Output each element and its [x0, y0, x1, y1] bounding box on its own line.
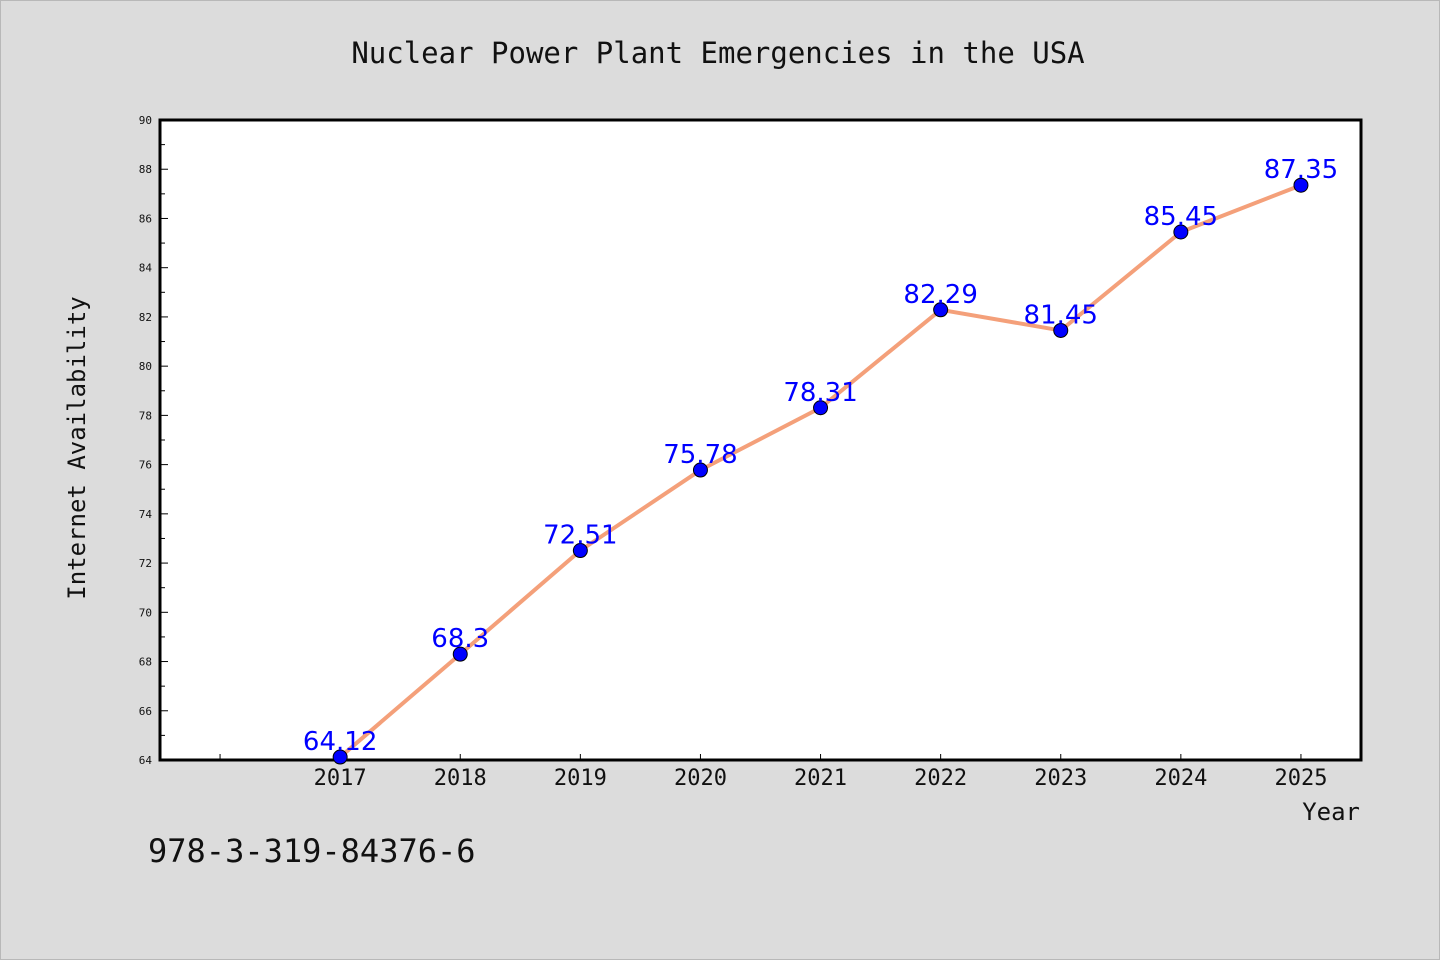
y-tick-label: 74: [139, 508, 153, 521]
x-tick-label: 2021: [794, 766, 847, 791]
y-tick-label: 88: [139, 163, 152, 176]
data-label: 87.35: [1264, 155, 1338, 185]
chart-title: Nuclear Power Plant Emergencies in the U…: [351, 36, 1084, 70]
data-point: [933, 302, 949, 318]
data-label: 81.45: [1024, 300, 1098, 330]
data-point: [452, 646, 468, 662]
data-label: 75.78: [663, 440, 737, 470]
x-axis-ticks: 2017 2018 2019 2020 2021 2022 2023 2024 2025: [219, 754, 1327, 791]
data-point: [1053, 322, 1069, 338]
y-tick-label: 68: [139, 656, 152, 669]
y-tick-label: 76: [139, 459, 152, 472]
y-tick-label: 86: [139, 212, 152, 225]
y-tick-label: 78: [139, 409, 152, 422]
data-point: [572, 543, 588, 559]
data-label: 82.29: [903, 280, 977, 310]
data-point: [692, 462, 708, 478]
isbn-text: 978-3-319-84376-6: [148, 832, 476, 870]
y-axis-label: Internet Availability: [63, 296, 91, 599]
data-label: 78.31: [783, 378, 857, 408]
y-tick-label: 72: [139, 557, 152, 570]
data-labels: 64.12 68.3 72.51 75.78 78.31 82.29 81.45 85.45 8…: [303, 155, 1338, 757]
x-tick-label: 2019: [554, 766, 607, 791]
x-tick-label: 2022: [914, 766, 967, 791]
data-label: 85.45: [1144, 202, 1218, 232]
x-tick-label: 2025: [1274, 766, 1327, 791]
y-tick-label: 80: [139, 360, 152, 373]
y-tick-label: 70: [139, 606, 152, 619]
data-label: 64.12: [303, 727, 377, 757]
y-tick-label: 66: [139, 705, 152, 718]
data-point: [1173, 224, 1189, 240]
x-tick-label: 2017: [314, 766, 367, 791]
y-tick-label: 90: [139, 114, 152, 127]
x-axis-label: Year: [1302, 798, 1360, 826]
data-point: [1293, 177, 1309, 193]
y-tick-label: 64: [139, 754, 153, 767]
data-point: [332, 749, 348, 765]
x-tick-label: 2020: [674, 766, 727, 791]
data-label: 72.51: [543, 521, 617, 551]
y-tick-label: 82: [139, 311, 152, 324]
data-label: 68.3: [431, 624, 489, 654]
x-tick-label: 2018: [434, 766, 487, 791]
x-tick-label: 2023: [1034, 766, 1087, 791]
data-point: [813, 400, 829, 416]
plot-area: [158, 118, 1363, 762]
y-tick-label: 84: [139, 262, 153, 275]
data-markers: [332, 177, 1309, 765]
y-axis-ticks: 64 66 68 70 72 74 76 78 80 82 84 86 88 90: [139, 114, 168, 767]
x-tick-label: 2024: [1154, 766, 1207, 791]
